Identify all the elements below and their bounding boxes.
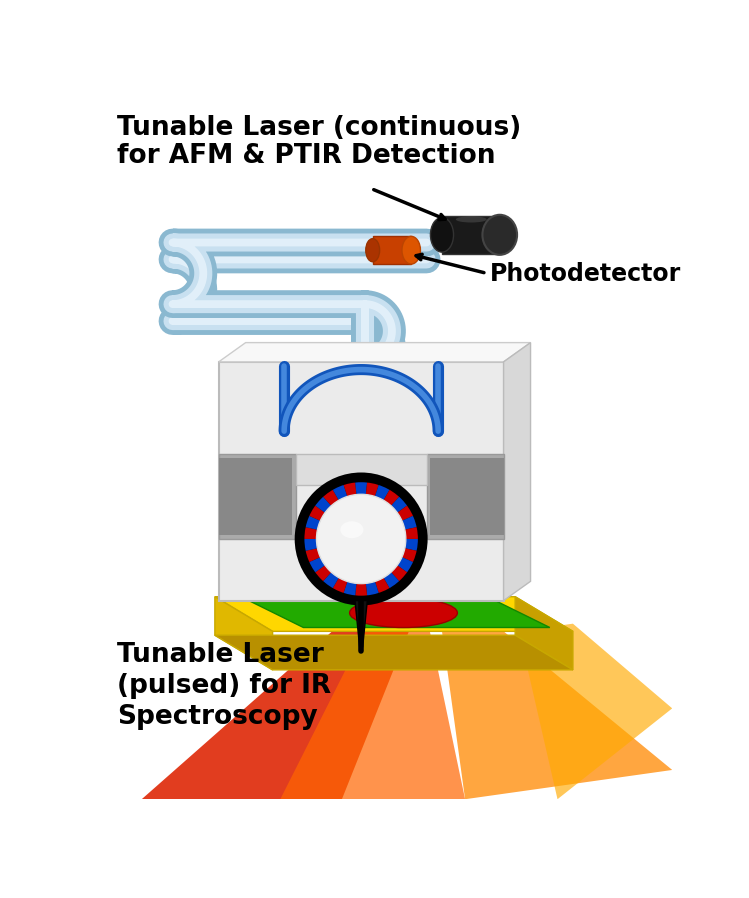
Polygon shape <box>442 631 673 799</box>
Wedge shape <box>383 487 401 506</box>
Wedge shape <box>366 480 380 497</box>
Polygon shape <box>355 601 367 647</box>
Wedge shape <box>404 526 421 539</box>
Wedge shape <box>375 482 391 500</box>
Wedge shape <box>321 487 339 506</box>
Wedge shape <box>301 539 318 551</box>
Wedge shape <box>303 549 321 563</box>
Polygon shape <box>219 458 292 535</box>
Wedge shape <box>331 482 348 500</box>
Text: (pulsed) for IR: (pulsed) for IR <box>117 673 331 699</box>
Wedge shape <box>383 572 401 591</box>
Wedge shape <box>312 494 331 513</box>
Polygon shape <box>515 596 573 670</box>
Ellipse shape <box>402 236 420 264</box>
Ellipse shape <box>366 239 380 261</box>
Wedge shape <box>342 581 357 599</box>
Wedge shape <box>342 480 357 497</box>
Text: Photodetector: Photodetector <box>490 262 681 286</box>
Ellipse shape <box>456 216 487 223</box>
Polygon shape <box>296 454 427 485</box>
Wedge shape <box>355 584 368 599</box>
Polygon shape <box>219 454 296 539</box>
Wedge shape <box>402 549 420 563</box>
Wedge shape <box>321 572 339 591</box>
Polygon shape <box>142 616 415 799</box>
Text: for AFM & PTIR Detection: for AFM & PTIR Detection <box>117 143 496 169</box>
Polygon shape <box>246 599 550 628</box>
Wedge shape <box>397 504 416 521</box>
Wedge shape <box>303 515 321 530</box>
Wedge shape <box>391 494 410 513</box>
Polygon shape <box>215 635 573 670</box>
Text: Spectroscopy: Spectroscopy <box>117 704 318 730</box>
Wedge shape <box>355 479 368 495</box>
Wedge shape <box>306 504 325 521</box>
Text: Tunable Laser (continuous): Tunable Laser (continuous) <box>117 115 521 141</box>
Polygon shape <box>215 596 273 670</box>
Polygon shape <box>373 236 411 264</box>
Wedge shape <box>312 565 331 584</box>
Wedge shape <box>375 577 391 596</box>
Text: Tunable Laser: Tunable Laser <box>117 642 324 668</box>
Ellipse shape <box>431 217 454 252</box>
Polygon shape <box>219 362 503 601</box>
Wedge shape <box>391 565 410 584</box>
Circle shape <box>317 494 406 584</box>
Polygon shape <box>280 616 465 799</box>
Ellipse shape <box>340 521 363 538</box>
Polygon shape <box>442 216 500 254</box>
Ellipse shape <box>350 598 458 628</box>
Polygon shape <box>431 458 503 535</box>
Wedge shape <box>331 577 348 596</box>
Wedge shape <box>404 539 421 551</box>
Wedge shape <box>402 515 420 530</box>
Polygon shape <box>519 623 673 799</box>
Ellipse shape <box>482 215 517 255</box>
Wedge shape <box>301 526 318 539</box>
Wedge shape <box>397 557 416 574</box>
Polygon shape <box>219 343 530 362</box>
Polygon shape <box>427 454 503 539</box>
Polygon shape <box>215 596 573 631</box>
Wedge shape <box>366 581 380 599</box>
Polygon shape <box>503 343 530 601</box>
Circle shape <box>300 478 422 601</box>
Wedge shape <box>306 557 325 574</box>
